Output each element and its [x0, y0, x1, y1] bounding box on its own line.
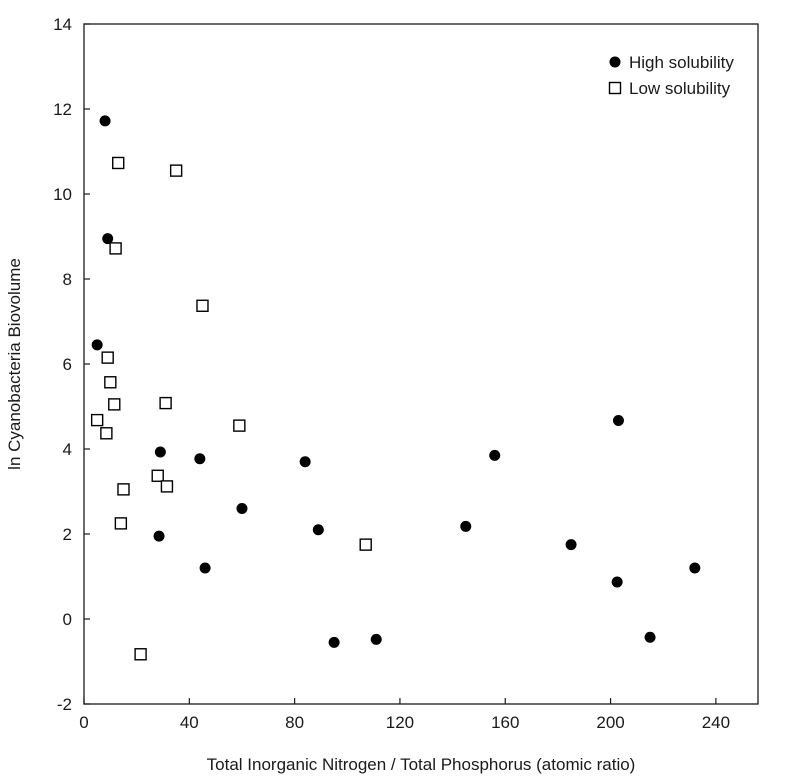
x-tick-label: 80 — [285, 713, 304, 732]
high-solubility-point — [370, 633, 382, 645]
x-tick-label: 0 — [79, 713, 88, 732]
x-tick-label: 200 — [596, 713, 624, 732]
high-solubility-point — [102, 233, 114, 245]
high-solubility-point — [99, 115, 111, 127]
high-solubility-point — [644, 631, 656, 643]
y-tick-label: 8 — [63, 270, 72, 289]
y-tick-label: -2 — [57, 695, 72, 714]
x-tick-label: 240 — [702, 713, 730, 732]
x-tick-label: 40 — [180, 713, 199, 732]
high-solubility-point — [91, 339, 103, 351]
low-solubility-point — [109, 242, 122, 255]
low-solubility-point — [117, 483, 130, 496]
x-tick-label: 120 — [386, 713, 414, 732]
low-solubility-point — [159, 396, 172, 410]
high-solubility-point — [689, 562, 701, 574]
y-tick-label: 0 — [63, 610, 72, 629]
legend: High solubility Low solubility — [608, 53, 734, 98]
legend-label: High solubility — [629, 53, 734, 72]
y-tick-label: 10 — [53, 185, 72, 204]
low-solubility-point — [90, 413, 104, 427]
high-solubility-point — [153, 530, 165, 542]
y-tick-label: 2 — [63, 525, 72, 544]
low-solubility-point — [169, 164, 183, 177]
x-axis: 0 40 80 120 160 200 240 — [79, 698, 730, 732]
low-solubility-point — [134, 648, 147, 661]
low-solubility-point — [151, 469, 164, 482]
high-solubility-point — [194, 453, 206, 465]
high-solubility-point — [236, 503, 248, 514]
low-solubility-point — [233, 419, 246, 432]
low-solubility-point — [196, 299, 209, 312]
high-solubility-point — [460, 520, 472, 532]
data-points — [90, 115, 701, 661]
legend-label: Low solubility — [629, 79, 731, 98]
y-axis-title: ln Cyanobacteria Biovolume — [5, 258, 24, 470]
low-solubility-point — [104, 376, 117, 389]
high-solubility-point — [612, 415, 624, 427]
low-solubility-point — [359, 538, 372, 551]
y-axis: -2 0 2 4 6 8 10 12 14 — [53, 15, 90, 714]
high-solubility-point — [299, 456, 311, 468]
high-solubility-point — [489, 449, 501, 461]
high-solubility-point — [154, 446, 166, 458]
x-axis-title: Total Inorganic Nitrogen / Total Phospho… — [207, 755, 636, 774]
low-solubility-point — [112, 156, 125, 170]
y-tick-label: 4 — [63, 440, 72, 459]
low-solubility-point — [160, 480, 174, 493]
y-tick-label: 14 — [53, 15, 72, 34]
y-tick-label: 6 — [63, 355, 72, 374]
high-solubility-point — [328, 636, 340, 648]
legend-marker-high-solubility — [609, 56, 621, 68]
high-solubility-point — [611, 576, 623, 588]
x-tick-label: 160 — [491, 713, 519, 732]
low-solubility-point — [114, 517, 128, 530]
plot-frame — [83, 23, 759, 705]
high-solubility-point — [565, 539, 577, 551]
low-solubility-point — [101, 351, 114, 364]
low-solubility-point — [100, 427, 113, 440]
legend-marker-low-solubility — [608, 81, 622, 95]
y-tick-label: 12 — [53, 100, 72, 119]
high-solubility-point — [199, 562, 211, 574]
low-solubility-point — [108, 398, 121, 411]
high-solubility-point — [312, 524, 324, 536]
